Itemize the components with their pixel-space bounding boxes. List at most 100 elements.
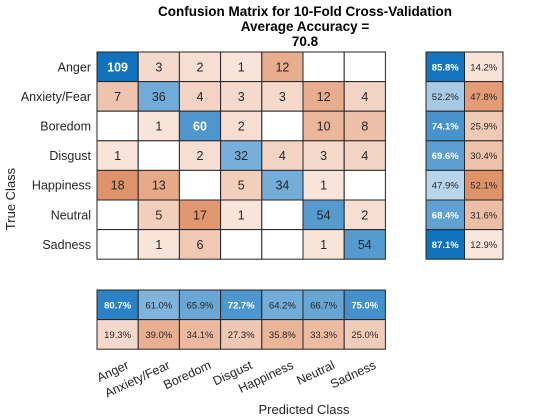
- matrix-cell-5-6: [343, 199, 386, 231]
- matrix-value-1-5: 12: [317, 90, 331, 104]
- matrix-value-2-1: 1: [155, 120, 162, 134]
- matrix-cell-4-2: [178, 169, 222, 201]
- matrix-cell-4-5: [302, 169, 345, 201]
- matrix-value-2-2: 60: [193, 120, 207, 134]
- col-summary-incorrect-2-cell: [178, 319, 222, 350]
- matrix-cell-5-1: [137, 199, 180, 231]
- row-summary-correct-5-value: 68.4%: [432, 210, 459, 221]
- row-summary-incorrect-2-value: 25.9%: [470, 122, 497, 133]
- matrix-value-4-3: 5: [238, 179, 245, 193]
- matrix-cell-3-1: [137, 140, 180, 171]
- matrix-value-2-5: 10: [317, 120, 331, 134]
- col-summary-correct-2-cell: [178, 289, 222, 321]
- row-summary-incorrect-1-value: 47.8%: [470, 92, 497, 103]
- row-summary-correct-1-value: 52.2%: [432, 92, 459, 103]
- matrix-cell-2-2: [178, 110, 222, 142]
- row-summary-incorrect-4-cell: [464, 169, 504, 201]
- row-summary-incorrect-5-cell: [464, 199, 504, 231]
- col-summary-correct-1-cell: [137, 289, 180, 321]
- row-label-0: Anger: [58, 60, 91, 74]
- col-summary-incorrect-3-value: 27.3%: [228, 330, 255, 341]
- col-summary-incorrect-0-value: 19.3%: [104, 330, 131, 341]
- matrix-value-1-6: 4: [361, 90, 368, 104]
- matrix-value-5-6: 2: [361, 208, 368, 222]
- row-summary-incorrect-6-cell: [464, 229, 504, 260]
- title-line-1: Confusion Matrix for 10-Fold Cross-Valid…: [158, 4, 452, 19]
- matrix-cell-4-6: [343, 169, 386, 201]
- matrix-value-1-1: 36: [152, 90, 166, 104]
- row-summary-incorrect-2-cell: [464, 110, 504, 142]
- matrix-cell-5-4: [261, 199, 304, 231]
- matrix-cell-1-2: [178, 81, 222, 112]
- col-summary-incorrect-6-value: 25.0%: [351, 330, 378, 341]
- matrix-value-3-0: 1: [114, 149, 121, 163]
- matrix-cell-6-6: [343, 229, 386, 260]
- matrix-cell-5-3: [220, 199, 263, 231]
- col-summary-incorrect-4-cell: [261, 319, 304, 350]
- matrix-value-1-2: 4: [197, 90, 204, 104]
- title-line-2: Average Accuracy =: [241, 19, 370, 34]
- matrix-cell-3-3: [220, 140, 263, 171]
- matrix-value-3-5: 3: [320, 149, 327, 163]
- matrix-cell-6-2: [178, 229, 222, 260]
- col-summary-incorrect-1-cell: [137, 319, 180, 350]
- col-summary-incorrect-0-cell: [96, 319, 139, 350]
- matrix-value-3-3: 32: [234, 149, 248, 163]
- matrix-cell-6-1: [137, 229, 180, 260]
- row-summary-correct-0-value: 85.8%: [432, 62, 459, 73]
- matrix-value-3-6: 4: [361, 149, 368, 163]
- row-label-4: Happiness: [32, 179, 91, 193]
- matrix-cell-2-4: [261, 110, 304, 142]
- matrix-cell-3-0: [96, 140, 139, 171]
- row-summary-incorrect-5-value: 31.6%: [470, 210, 497, 221]
- col-summary-correct-2-value: 65.9%: [187, 300, 214, 311]
- matrix-cell-3-6: [343, 140, 386, 171]
- matrix-value-1-0: 7: [114, 90, 121, 104]
- row-summary-correct-4-cell: [425, 169, 465, 201]
- row-summary: 85.8% 14.2% 52.2% 47.8% 74.1% 25.9% 69.6% 30.4%…: [425, 51, 504, 260]
- matrix-value-5-1: 5: [155, 208, 162, 222]
- chart-title: Confusion Matrix for 10-Fold Cross-Valid…: [158, 4, 452, 49]
- matrix-value-6-6: 54: [358, 238, 372, 252]
- row-summary-correct-5-cell: [425, 199, 465, 231]
- row-summary-incorrect-0-value: 14.2%: [470, 62, 497, 73]
- col-label-2: Boredom: [161, 358, 213, 392]
- matrix-cell-3-5: [302, 140, 345, 171]
- row-label-5: Neutral: [51, 208, 91, 222]
- row-label-1: Anxiety/Fear: [21, 90, 91, 104]
- matrix-cell-6-5: [302, 229, 345, 260]
- matrix-cell-1-6: [343, 81, 386, 112]
- matrix-cell-0-6: [343, 51, 386, 83]
- row-label-6: Sadness: [42, 238, 91, 252]
- col-summary-incorrect-4-value: 35.8%: [269, 330, 296, 341]
- matrix-cell-3-2: [178, 140, 222, 171]
- matrix-value-0-3: 1: [238, 60, 245, 74]
- matrix-value-5-2: 17: [193, 208, 207, 222]
- matrix-value-0-2: 2: [197, 60, 204, 74]
- col-summary-correct-3-value: 72.7%: [228, 300, 255, 311]
- row-summary-correct-6-cell: [425, 229, 465, 260]
- matrix-value-5-5: 54: [317, 208, 331, 222]
- matrix-cell-3-4: [261, 140, 304, 171]
- col-summary-correct-6-cell: [343, 289, 386, 321]
- matrix-value-0-0: 109: [107, 60, 128, 74]
- row-summary-incorrect-0-cell: [464, 51, 504, 83]
- row-summary-correct-2-cell: [425, 110, 465, 142]
- y-axis-label: True Class: [3, 167, 18, 230]
- matrix-cell-6-3: [220, 229, 263, 260]
- x-axis-label: Predicted Class: [258, 402, 350, 417]
- col-summary-correct-0-value: 80.7%: [104, 300, 131, 311]
- col-summary-incorrect-3-cell: [220, 319, 263, 350]
- matrix-cell-4-4: [261, 169, 304, 201]
- matrix-value-4-0: 18: [111, 179, 125, 193]
- col-summary-correct-4-value: 64.2%: [269, 300, 296, 311]
- matrix-cell-2-5: [302, 110, 345, 142]
- col-summary-correct-6-value: 75.0%: [351, 300, 378, 311]
- matrix-value-6-2: 6: [197, 238, 204, 252]
- col-summary-incorrect-6-cell: [343, 319, 386, 350]
- matrix-value-0-4: 12: [275, 60, 289, 74]
- col-summary-correct-1-value: 61.0%: [145, 300, 172, 311]
- col-summary-correct-5-value: 66.7%: [310, 300, 337, 311]
- matrix-value-2-3: 2: [238, 120, 245, 134]
